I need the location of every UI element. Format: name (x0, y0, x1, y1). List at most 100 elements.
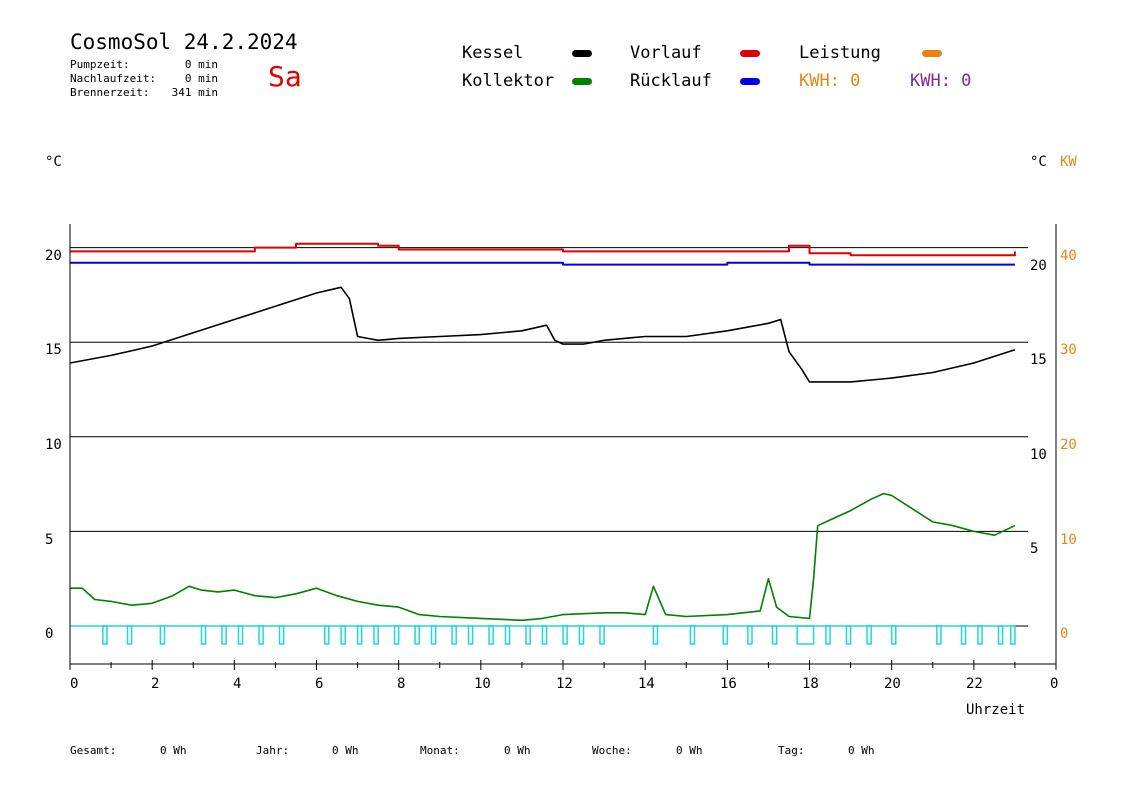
leistung-pulse (1010, 625, 1016, 645)
right-axis-unit-kw: KW (1060, 154, 1077, 170)
series-line-kessel (69, 286, 1016, 383)
footer-monat-label: Monat: (420, 744, 460, 757)
footer-woche-label: Woche: (592, 744, 632, 757)
leistung-pulse (936, 625, 942, 645)
leistung-pulse (237, 625, 244, 645)
x-tick-label: 10 (474, 676, 491, 692)
x-axis-label: Uhrzeit (966, 702, 1026, 718)
footer-gesamt-label: Gesamt: (70, 744, 117, 757)
right-kw-tick-label: 10 (1060, 532, 1077, 548)
series-line-kollektor (70, 492, 1016, 622)
right-inner-tick-label: 15 (1030, 352, 1047, 368)
weekday-label: Sa (268, 60, 302, 93)
x-tick-label: 6 (315, 676, 324, 692)
leistung-pulse (689, 625, 696, 645)
right-axis-unit: °C (1030, 154, 1047, 170)
kwh-value-1: KWH: 0 (799, 71, 861, 91)
leistung-pulse (960, 625, 967, 645)
x-tick-label: 8 (397, 676, 406, 692)
grid-lines (70, 247, 1028, 627)
chart-series (69, 242, 1016, 622)
legend-leistung-label: Leistung (799, 43, 881, 63)
stat-label-pumpzeit: Pumpzeit: (70, 58, 130, 71)
x-tick-label: 14 (638, 676, 655, 692)
footer-tag-label: Tag: (778, 744, 805, 757)
leistung-pulse (200, 625, 207, 645)
leistung-pulse (652, 625, 659, 645)
series-line-vorlauf (70, 242, 1016, 257)
left-axis-unit: °C (45, 154, 62, 170)
stat-value-brennerzeit: 341 min (171, 86, 218, 99)
leistung-pulse (977, 625, 983, 645)
legend-kessel-swatch (572, 50, 592, 57)
x-tick-label: 2 (151, 676, 160, 692)
leistung-pulse (373, 625, 379, 645)
x-tick-label: 12 (556, 676, 573, 692)
legend-vorlauf-label: Vorlauf (630, 43, 702, 63)
legend-kessel-label: Kessel (462, 43, 524, 63)
leistung-pulse (541, 625, 548, 645)
leistung-pulse (825, 625, 831, 645)
leistung-pulse (467, 625, 474, 645)
leistung-pulse (771, 625, 778, 645)
footer-woche-value: 0 Wh (676, 744, 703, 757)
legend-vorlauf-swatch (740, 50, 760, 57)
footer-gesamt-value: 0 Wh (160, 744, 187, 757)
footer-jahr-value: 0 Wh (332, 744, 359, 757)
leistung-pulse (451, 625, 457, 645)
stat-value-nachlaufzeit: 0 min (184, 72, 218, 85)
left-tick-label: 20 (45, 248, 62, 264)
leistung-pulse (278, 625, 285, 645)
right-kw-tick-label: 20 (1060, 437, 1077, 453)
x-tick-label: 18 (802, 676, 819, 692)
leistung-pulse (866, 625, 872, 645)
leistung-pulse (159, 625, 166, 645)
right-kw-tick-label: 0 (1060, 626, 1069, 642)
stat-value-pumpzeit: 0 min (184, 58, 218, 71)
leistung-pulse (562, 625, 568, 645)
kwh-value-2: KWH: 0 (910, 71, 972, 91)
footer-jahr-label: Jahr: (256, 744, 290, 757)
legend-kollektor-swatch (572, 78, 592, 85)
leistung-pulse (356, 625, 363, 645)
left-tick-label: 5 (45, 532, 54, 548)
leistung-pulse (796, 625, 815, 645)
x-tick-label: 16 (720, 676, 737, 692)
leistung-pulse (599, 625, 605, 645)
x-tick-label: 0 (70, 676, 79, 692)
leistung-pulse (340, 625, 347, 645)
leistung-pulse (890, 625, 897, 645)
left-tick-label: 0 (45, 626, 54, 642)
leistung-pulse (430, 625, 437, 645)
leistung-pulse (258, 625, 264, 645)
leistung-pulse (504, 625, 511, 645)
leistung-pulse (323, 625, 330, 645)
right-inner-tick-label: 5 (1030, 541, 1039, 557)
footer-monat-value: 0 Wh (504, 744, 531, 757)
right-inner-tick-label: 10 (1030, 447, 1047, 463)
leistung-pulse (722, 625, 729, 645)
x-tick-label: 0 (1050, 676, 1059, 692)
leistung-pulse (393, 625, 400, 645)
series-line-ruecklauf (70, 261, 1015, 266)
page-title: CosmoSol 24.2.2024 (70, 30, 298, 54)
leistung-pulse (747, 625, 753, 645)
legend-leistung-swatch (922, 50, 942, 57)
footer-tag-value: 0 Wh (848, 744, 875, 757)
left-tick-label: 15 (45, 342, 62, 358)
legend-ruecklauf-label: Rücklauf (630, 71, 712, 91)
left-tick-label: 10 (45, 437, 62, 453)
right-inner-tick-label: 20 (1030, 258, 1047, 274)
x-tick-label: 4 (233, 676, 242, 692)
legend-ruecklauf-swatch (740, 78, 760, 85)
chart-axes (69, 224, 1057, 670)
right-kw-tick-label: 30 (1060, 342, 1077, 358)
leistung-pulse (488, 625, 494, 645)
leistung-pulses (70, 625, 1016, 645)
x-tick-label: 22 (966, 676, 983, 692)
leistung-pulse (525, 625, 531, 645)
leistung-pulse (414, 625, 420, 645)
right-kw-tick-label: 40 (1060, 248, 1077, 264)
leistung-pulse (102, 625, 108, 645)
